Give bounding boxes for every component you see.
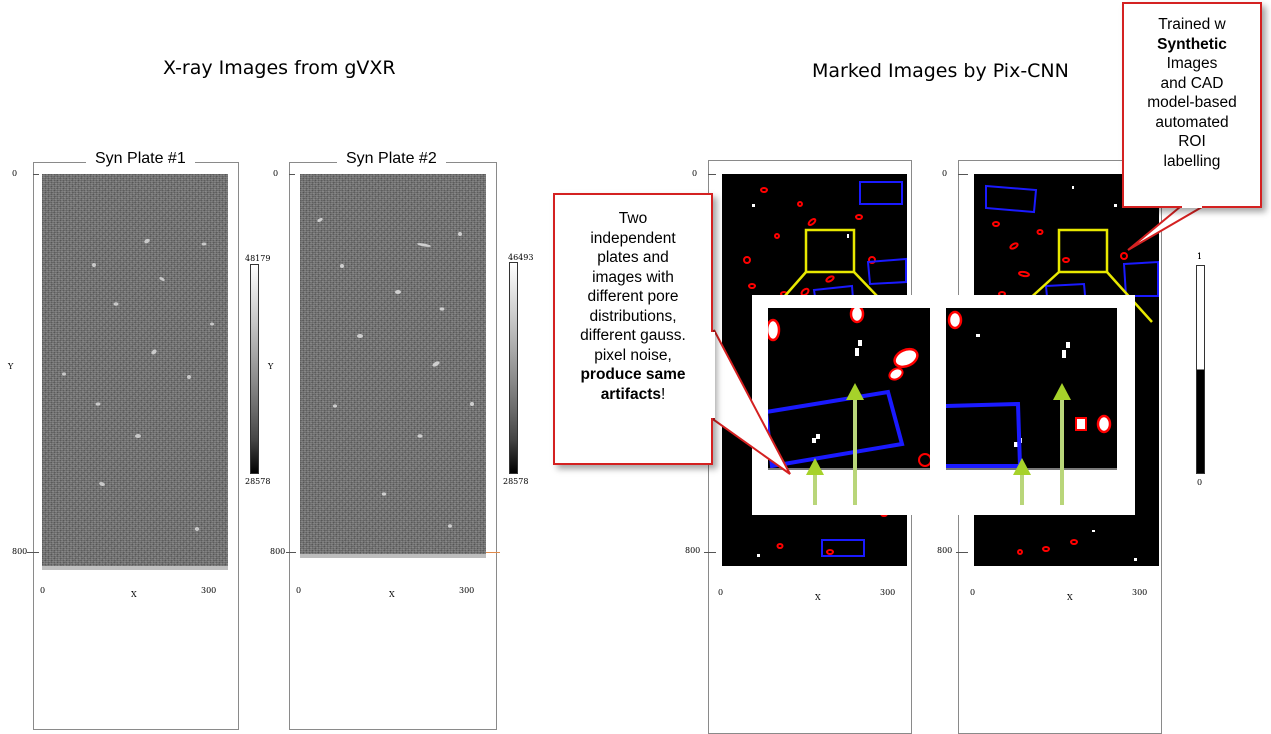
plate1-title: Syn Plate #1 (86, 150, 195, 168)
marked1-xlabel: X (815, 593, 821, 602)
plate1-ytick-800: 800 (12, 547, 28, 556)
marked2-ytick-0: 0 (942, 169, 948, 178)
plate1-xtick-0: 0 (40, 586, 46, 595)
zoom2-image (946, 308, 1117, 468)
callout-right-line: labelling (1163, 152, 1221, 170)
callout-left-line: plates and (597, 249, 669, 266)
plate2-xtick-0: 0 (296, 586, 302, 595)
marked2-ytick-mark (956, 552, 968, 553)
plate2-ytick-mark (286, 552, 296, 553)
plate1-xlabel: X (131, 590, 137, 599)
marked1-xtick-0: 0 (718, 588, 724, 597)
arrow-head (806, 458, 824, 475)
binary-colorbar (1196, 265, 1205, 474)
marked2-xlabel: X (1067, 593, 1073, 602)
plate1-cbar-max: 48179 (245, 254, 271, 263)
plate1-xray-image (42, 174, 228, 566)
callout-right: Trained w Synthetic Images and CAD model… (1122, 2, 1262, 208)
plate2-cbar-min: 28578 (503, 477, 529, 486)
plate2-ytick-0: 0 (273, 169, 279, 178)
plate2-ytick-800: 800 (270, 547, 286, 556)
plate2-xray-image (300, 174, 486, 554)
callout-left-line: different pore (587, 288, 679, 305)
marked1-ytick-mark (704, 552, 716, 553)
arrow-head (1053, 383, 1071, 400)
left-heading: X-ray Images from gVXR (163, 57, 396, 79)
plate1-colorbar (250, 264, 259, 474)
plate1-ylabel: Y (8, 362, 14, 371)
plate1-cbar-min: 28578 (245, 477, 271, 486)
marked2-ytick-800: 800 (937, 546, 953, 555)
marked1-ytick-0: 0 (692, 169, 698, 178)
callout-left-line: Two (618, 210, 648, 227)
marked1-ytick-mark (708, 174, 716, 175)
plate2-xtick-300: 300 (459, 586, 475, 595)
marked2-ytick-mark (958, 174, 968, 175)
callout-left-line: images with (592, 268, 674, 286)
plate2-image-edge (300, 554, 486, 558)
callout-left: Two independent plates and images with d… (553, 193, 713, 465)
plate2-colorbar (509, 262, 518, 474)
callout-right-line: and CAD (1160, 74, 1224, 92)
callout-left-line: pixel noise, (594, 346, 672, 364)
callout-right-line: ROI (1178, 133, 1206, 150)
marked1-ytick-800: 800 (685, 546, 701, 555)
callout-left-bold: artifacts (600, 385, 661, 403)
callout-right-line: model-based (1147, 94, 1237, 111)
callout-right-bold: Synthetic (1157, 35, 1227, 53)
callout-right-joint (1182, 204, 1202, 208)
plate1-ytick-mark (27, 552, 39, 553)
callout-left-line: different gauss. (580, 327, 686, 344)
binary-cbar-max-label: 1 (1197, 252, 1203, 261)
binary-cbar-max: 1 (1197, 252, 1203, 261)
zoom1-image (768, 308, 930, 468)
arrow-shaft (813, 475, 817, 505)
arrow-head (1013, 458, 1031, 475)
plate2-orange-marker (486, 552, 500, 553)
right-heading: Marked Images by Pix-CNN (812, 60, 1069, 82)
callout-left-line: distributions, (589, 307, 677, 325)
plate1-image-edge (42, 566, 228, 570)
callout-left-bold: produce same (580, 366, 686, 383)
binary-cbar-min: 0 (1197, 478, 1203, 487)
arrow-shaft (853, 400, 857, 505)
callout-left-line: independent (590, 229, 676, 247)
plate2-ytick-mark (289, 174, 295, 175)
callout-right-line: automated (1155, 113, 1229, 131)
callout-left-joint (711, 332, 715, 418)
zoom2-edge (946, 468, 1117, 470)
arrow-head (846, 383, 864, 400)
callout-right-line: Images (1166, 55, 1218, 72)
callout-right-tail (1127, 206, 1206, 251)
plate2-ylabel: Y (268, 362, 274, 371)
marked1-xtick-300: 300 (880, 588, 896, 597)
marked2-xtick-300: 300 (1132, 588, 1148, 597)
callout-left-tail-text: ! (661, 385, 666, 403)
plate2-cbar-max: 46493 (508, 253, 534, 262)
artifact-arrows (713, 206, 1206, 505)
callout-right-line: Trained w (1158, 16, 1226, 33)
plate2-title: Syn Plate #2 (337, 150, 446, 168)
marked2-xtick-0: 0 (970, 588, 976, 597)
zoom1-edge (768, 468, 930, 470)
plate1-xtick-300: 300 (201, 586, 217, 595)
callout-left-tail (713, 329, 791, 475)
arrow-shaft (1060, 400, 1064, 505)
arrow-shaft (1020, 475, 1024, 505)
plate1-ytick-mark (33, 174, 39, 175)
plate1-ytick-0: 0 (12, 169, 18, 178)
plate2-xlabel: X (389, 590, 395, 599)
